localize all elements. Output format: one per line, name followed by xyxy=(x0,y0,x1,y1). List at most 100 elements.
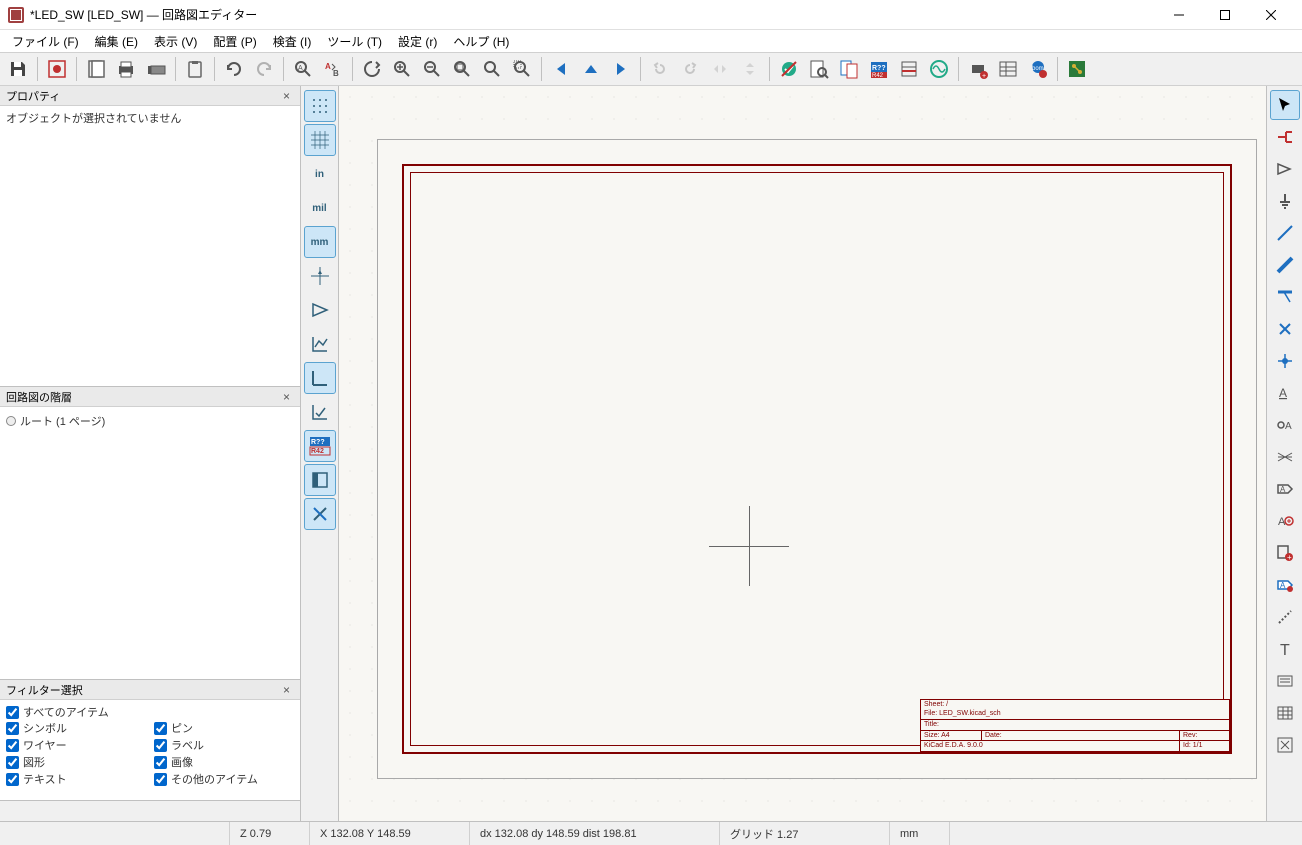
menu-view[interactable]: 表示 (V) xyxy=(146,31,205,52)
filter-symbol-label: シンボル xyxy=(23,720,67,736)
rotate-cw-icon[interactable] xyxy=(676,55,704,83)
rotate-ccw-icon[interactable] xyxy=(646,55,674,83)
filter-wire-checkbox[interactable] xyxy=(6,739,19,752)
filter-label-checkbox[interactable] xyxy=(154,739,167,752)
sheet-icon xyxy=(6,416,16,426)
add-netclass-icon[interactable]: A xyxy=(1270,410,1300,440)
highlight-net-icon[interactable] xyxy=(1270,122,1300,152)
diff-icon[interactable] xyxy=(835,55,863,83)
undo-icon[interactable] xyxy=(220,55,248,83)
add-bus-icon[interactable] xyxy=(1270,250,1300,280)
add-table-icon[interactable] xyxy=(1270,698,1300,728)
mirror-h-icon[interactable] xyxy=(706,55,734,83)
erc-icon[interactable] xyxy=(775,55,803,83)
zoom-fit-icon[interactable] xyxy=(448,55,476,83)
maximize-button[interactable] xyxy=(1202,0,1248,30)
nav-back-icon[interactable] xyxy=(547,55,575,83)
redo-icon[interactable] xyxy=(250,55,278,83)
symbol-fields-icon[interactable] xyxy=(994,55,1022,83)
unit-in-button[interactable]: in xyxy=(304,158,336,190)
sync-sheet-icon[interactable]: + xyxy=(1270,538,1300,568)
add-wire-icon[interactable] xyxy=(1270,218,1300,248)
print-icon[interactable] xyxy=(112,55,140,83)
footprint-assign-icon[interactable]: + xyxy=(964,55,992,83)
menu-settings[interactable]: 設定 (r) xyxy=(390,31,445,52)
status-zoom[interactable]: Z 0.79 xyxy=(230,822,310,845)
bom-icon[interactable]: bom xyxy=(1024,55,1052,83)
filter-image-checkbox[interactable] xyxy=(154,756,167,769)
add-label-icon[interactable]: A xyxy=(1270,378,1300,408)
minimize-button[interactable] xyxy=(1156,0,1202,30)
add-text-icon[interactable]: T xyxy=(1270,634,1300,664)
filter-close-icon[interactable]: × xyxy=(279,683,294,697)
menu-inspect[interactable]: 検査 (I) xyxy=(265,31,320,52)
delete-icon[interactable] xyxy=(1270,730,1300,760)
add-junction-icon[interactable] xyxy=(1270,346,1300,376)
status-xy: X 132.08 Y 148.59 xyxy=(310,822,470,845)
save-icon[interactable] xyxy=(4,55,32,83)
add-global-label-icon[interactable] xyxy=(1270,442,1300,472)
menu-tools[interactable]: ツール (T) xyxy=(319,31,390,52)
menu-place[interactable]: 配置 (P) xyxy=(205,31,264,52)
filter-pin-checkbox[interactable] xyxy=(154,722,167,735)
add-power-icon[interactable] xyxy=(1270,186,1300,216)
add-noconnect-icon[interactable] xyxy=(1270,314,1300,344)
sim-icon[interactable]: R??R42 xyxy=(865,55,893,83)
hierarchy-close-icon[interactable]: × xyxy=(279,390,294,404)
axis-icon[interactable] xyxy=(304,328,336,360)
opamp-icon[interactable] xyxy=(304,294,336,326)
add-hier-label-icon[interactable]: A xyxy=(1270,474,1300,504)
select-tool-icon[interactable] xyxy=(1270,90,1300,120)
close-button[interactable] xyxy=(1248,0,1294,30)
properties-close-icon[interactable]: × xyxy=(279,89,294,103)
canvas[interactable]: Sheet: / File: LED_SW.kicad_sch Title: S… xyxy=(339,86,1266,821)
add-textbox-icon[interactable] xyxy=(1270,666,1300,696)
filter-title: フィルター選択 xyxy=(6,682,83,698)
tools-icon[interactable] xyxy=(304,498,336,530)
status-grid[interactable]: グリッド 1.27 xyxy=(720,822,890,845)
zoom-out-icon[interactable] xyxy=(418,55,446,83)
schematic-setup-icon[interactable] xyxy=(43,55,71,83)
origin-icon[interactable] xyxy=(304,362,336,394)
zoom-selection-icon[interactable] xyxy=(508,55,536,83)
add-sheet-icon[interactable]: A xyxy=(1270,506,1300,536)
app-icon xyxy=(8,7,24,23)
filter-text-checkbox[interactable] xyxy=(6,773,19,786)
grid-lines-icon[interactable] xyxy=(304,124,336,156)
inspect-icon[interactable] xyxy=(805,55,833,83)
cursor-full-icon[interactable] xyxy=(304,260,336,292)
hierarchy-root-item[interactable]: ルート (1 ページ) xyxy=(6,411,294,431)
grid-dots-icon[interactable] xyxy=(304,90,336,122)
menu-edit[interactable]: 編集 (E) xyxy=(87,31,146,52)
nav-forward-icon[interactable] xyxy=(607,55,635,83)
add-line-icon[interactable] xyxy=(1270,602,1300,632)
replace-icon[interactable]: AB xyxy=(319,55,347,83)
find-icon[interactable]: A xyxy=(289,55,317,83)
filter-symbol-checkbox[interactable] xyxy=(6,722,19,735)
page-settings-icon[interactable] xyxy=(82,55,110,83)
refresh-icon[interactable] xyxy=(358,55,386,83)
axis-check-icon[interactable] xyxy=(304,396,336,428)
mirror-v-icon[interactable] xyxy=(736,55,764,83)
menu-file[interactable]: ファイル (F) xyxy=(4,31,87,52)
simulator-icon[interactable] xyxy=(925,55,953,83)
add-bus-entry-icon[interactable] xyxy=(1270,282,1300,312)
zoom-in-icon[interactable] xyxy=(388,55,416,83)
add-symbol-icon[interactable] xyxy=(1270,154,1300,184)
annotate-icon[interactable] xyxy=(895,55,923,83)
annotate-r-icon[interactable]: R??R42 xyxy=(304,430,336,462)
panel-layout-icon[interactable] xyxy=(304,464,336,496)
filter-all-checkbox[interactable] xyxy=(6,706,19,719)
filter-shape-checkbox[interactable] xyxy=(6,756,19,769)
add-hier-sheet-icon[interactable]: A xyxy=(1270,570,1300,600)
unit-mil-button[interactable]: mil xyxy=(304,192,336,224)
nav-up-icon[interactable] xyxy=(577,55,605,83)
zoom-objects-icon[interactable] xyxy=(478,55,506,83)
pcb-editor-icon[interactable] xyxy=(1063,55,1091,83)
plot-icon[interactable] xyxy=(142,55,170,83)
paste-icon[interactable] xyxy=(181,55,209,83)
filter-other-checkbox[interactable] xyxy=(154,773,167,786)
menu-help[interactable]: ヘルプ (H) xyxy=(445,31,517,52)
unit-mm-button[interactable]: mm xyxy=(304,226,336,258)
status-unit[interactable]: mm xyxy=(890,822,950,845)
